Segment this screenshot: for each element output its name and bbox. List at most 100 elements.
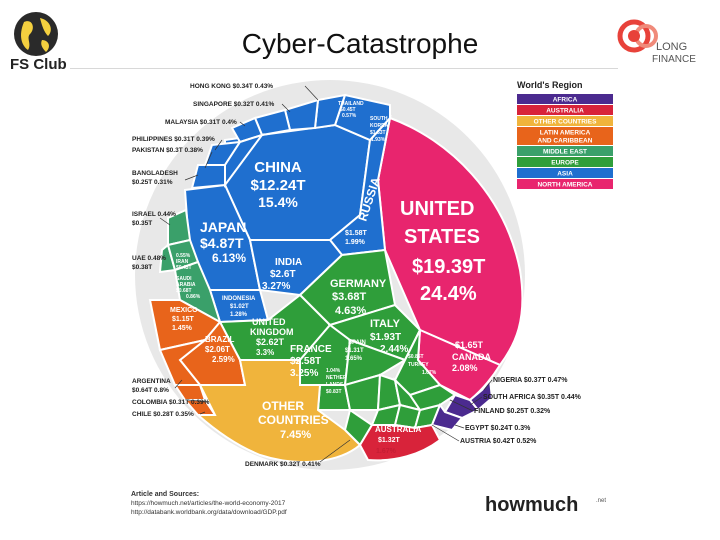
callout-chile: CHILE $0.28T 0.35% — [132, 411, 194, 418]
ring-icon — [617, 19, 651, 53]
label-turkey-share: 1.07% — [422, 370, 437, 376]
callout-philippines: PHILIPPINES $0.31T 0.39% — [132, 136, 215, 143]
label-skorea-name-2: KOREA — [370, 123, 388, 129]
label-brazil-name: BRAZIL — [205, 335, 234, 344]
label-mexico-share: 1.45% — [172, 325, 193, 332]
label-skorea-value: $1.53T — [370, 130, 386, 136]
cell-bangladesh — [224, 133, 265, 189]
legend-label-3-b: AND CARIBBEAN — [538, 138, 593, 145]
label-saudi-value: $0.68T — [176, 288, 192, 294]
label-india-value: $2.6T — [270, 269, 296, 280]
legend-label-2: OTHER COUNTRIES — [534, 119, 598, 126]
label-russia-value: $1.58T — [345, 230, 368, 237]
label-italy-name: ITALY — [370, 318, 401, 330]
callout-malaysia: MALAYSIA $0.31T 0.4% — [165, 119, 237, 126]
label-turkey-value: $0.85T — [408, 354, 424, 360]
legend-label-4: MIDDLE EAST — [543, 149, 587, 156]
label-thailand-share: 0.57% — [342, 113, 357, 119]
callout-israel-value: $0.35T — [132, 220, 152, 227]
label-germany-name: GERMANY — [330, 278, 387, 290]
legend-label-3: LATIN AMERICA — [540, 130, 591, 137]
label-uk-name-2: KINGDOM — [250, 327, 294, 337]
label-indonesia-value: $1.02T — [230, 304, 249, 310]
callout-argentina-value: $0.64T 0.8% — [132, 387, 169, 394]
cell-australia — [358, 423, 442, 462]
label-other-name-2: COUNTRIES — [258, 413, 329, 427]
legend-swatch-3 — [517, 127, 613, 145]
label-netherlands-share: 1.04% — [326, 368, 341, 374]
cell-south-africa — [443, 393, 480, 420]
label-canada-name: CANADA — [452, 352, 491, 362]
label-saudi-name-2: ARABIA — [176, 282, 196, 288]
label-france-value: $2.58T — [290, 356, 321, 367]
legend-label-5: EUROPE — [551, 160, 579, 167]
label-spain-value: $1.31T — [345, 348, 364, 354]
label-germany-value: $3.68T — [332, 291, 367, 303]
cell-other-countries — [195, 359, 362, 464]
cell-saudi-arabia — [173, 260, 222, 325]
cell-united-states — [376, 116, 524, 367]
label-canada-value: $1.65T — [455, 340, 484, 350]
callout-nigeria: NIGERIA $0.37T 0.47% — [493, 377, 568, 384]
label-italy-share: 2.44% — [380, 344, 408, 355]
callout-colombia: COLOMBIA $0.31T 0.39% — [132, 399, 210, 406]
label-us-share: 24.4% — [420, 283, 477, 305]
label-australia-name: AUSTRALIA — [375, 425, 421, 434]
legend-title: World's Region — [517, 80, 582, 90]
title-rule — [70, 68, 618, 69]
legend-swatch-1 — [517, 105, 613, 115]
callout-singapore: SINGAPORE $0.32T 0.41% — [193, 101, 275, 108]
label-saudi-name-1: SAUDI — [176, 276, 192, 282]
callout-denmark: DENMARK $0.32T 0.41% — [245, 461, 321, 468]
sources-line-1: https://howmuch.net/articles/the-world-e… — [131, 500, 286, 507]
label-other-share: 7.45% — [280, 429, 311, 441]
label-india-name: INDIA — [275, 257, 302, 268]
label-russia-share: 1.99% — [345, 239, 366, 246]
howmuch-brand: howmuch — [485, 494, 578, 516]
label-indonesia-name: INDONESIA — [222, 296, 256, 302]
label-iran-share: 0.55% — [176, 253, 191, 259]
label-spain-name: SPAIN — [348, 340, 366, 346]
cell-argentina — [158, 339, 206, 386]
legend: World's Region AFRICA AUSTRALIA OTHER COUN… — [517, 80, 613, 189]
callout-pakistan: PAKISTAN $0.3T 0.38% — [132, 147, 203, 154]
right-callouts: NIGERIA $0.37T 0.47% SOUTH AFRICA $0.35T… — [431, 377, 582, 445]
label-other-name-1: OTHER — [262, 399, 304, 413]
label-uk-name-1: UNITED — [252, 317, 286, 327]
label-australia-share: 1.67% — [376, 448, 397, 455]
label-indonesia-share: 1.28% — [230, 312, 248, 318]
callout-bangladesh: BANGLADESH — [132, 170, 178, 177]
label-china-name: CHINA — [254, 159, 302, 176]
long-finance-text-2: FINANCE — [652, 54, 696, 65]
label-brazil-share: 2.59% — [212, 355, 235, 364]
label-france-share: 3.25% — [290, 368, 318, 379]
callout-bangladesh-value: $0.25T 0.31% — [132, 179, 173, 186]
cell-pakistan — [190, 164, 226, 190]
callout-south-africa: SOUTH AFRICA $0.35T 0.44% — [483, 394, 582, 401]
callout-uae: UAE 0.48% — [132, 255, 166, 262]
legend-swatch-5 — [517, 157, 613, 167]
label-us-name-2: STATES — [404, 226, 480, 248]
callout-egypt: EGYPT $0.24T 0.3% — [465, 425, 531, 432]
label-iran-name: IRAN — [176, 259, 189, 265]
label-uk-share: 3.3% — [256, 348, 274, 357]
label-thailand-name: THAILAND — [338, 101, 364, 107]
label-mexico-value: $1.15T — [172, 316, 195, 323]
label-netherlands-name-1: NETHER — [326, 375, 347, 381]
legend-label-6: ASIA — [557, 171, 573, 178]
legend-label-1: AUSTRALIA — [546, 108, 584, 115]
callout-uae-value: $0.38T — [132, 264, 152, 271]
long-finance-logo: LONG FINANCE — [617, 19, 696, 65]
callout-hong-kong: HONG KONG $0.34T 0.43% — [190, 83, 273, 90]
callout-finland: FINLAND $0.25T 0.32% — [474, 408, 551, 415]
howmuch-suffix: .net — [596, 498, 606, 504]
label-us-value: $19.39T — [412, 256, 485, 278]
label-us-name-1: UNITED — [400, 198, 474, 220]
label-skorea-share: 1.93% — [371, 137, 386, 143]
label-japan-share: 6.13% — [212, 251, 246, 265]
label-skorea-name-1: SOUTH — [370, 116, 388, 122]
slide-title: Cyber-Catastrophe — [241, 28, 479, 59]
legend-label-0: AFRICA — [553, 97, 578, 104]
